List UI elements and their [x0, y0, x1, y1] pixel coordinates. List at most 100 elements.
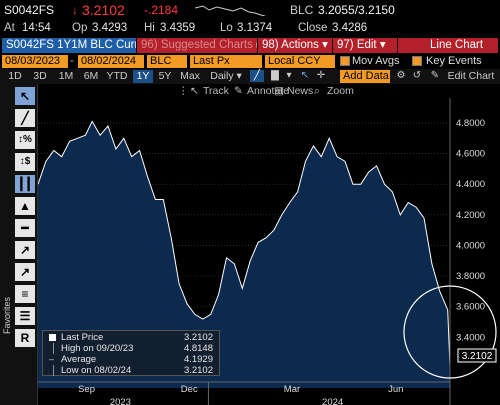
pointer-icon[interactable]: ↖ [300, 70, 310, 81]
chart-title: Line Chart [398, 38, 498, 53]
legend-last-price-value: 3.2102 [183, 332, 213, 343]
cursor-icon[interactable]: ↖ [15, 87, 35, 105]
last-value-label: 3.2102 [462, 351, 493, 362]
channel-icon[interactable]: ≡ [15, 285, 35, 303]
down-arrow-icon: ↓ [72, 3, 78, 17]
favorites-label-container: Favorites [0, 264, 12, 344]
sparkline-icon [195, 5, 265, 16]
open-value: 3.4293 [92, 22, 128, 34]
legend-average-label: Average [61, 354, 97, 365]
legend-average-value: 4.1929 [183, 354, 213, 365]
at-time: 14:54 [22, 22, 51, 34]
source-label: BLC [290, 3, 314, 17]
ticker-symbol[interactable]: S0042FS [4, 3, 55, 17]
add-data-button[interactable]: Add Data [340, 70, 390, 83]
tab-1y[interactable]: 1Y [133, 70, 153, 83]
y-tick-label: 4.2000 [456, 210, 485, 221]
key-events-checkbox[interactable] [412, 56, 422, 66]
dollar-icon[interactable]: ↕$ [15, 153, 35, 171]
segment-icon[interactable]: ↗ [15, 241, 35, 259]
draw-line-icon[interactable]: ╱ [15, 109, 35, 127]
average-marker-icon: – [49, 354, 55, 364]
dropdown-icon[interactable]: ▾ [286, 70, 292, 81]
last-price-swatch [49, 334, 56, 341]
bar-icon[interactable]: ┃┃ [15, 175, 35, 193]
zoom-icon: ⌕ [314, 85, 320, 97]
reset-icon[interactable]: ↺ [412, 70, 422, 81]
horizontal-line-icon[interactable]: ━ [15, 219, 35, 237]
suggested-charts-menu[interactable]: 96) Suggested Charts ▸ [137, 38, 257, 53]
left-toolbar: ↖ ╱ ↕% ↕$ ┃┃ ▲ ━ ↗ ↗ ≡ ☰ R Favorites [0, 84, 38, 405]
chart-legend: Last Price 3.2102 │ High on 09/20/23 4.8… [42, 330, 220, 376]
tab-6m[interactable]: 6M [83, 70, 99, 82]
zoom-tool[interactable]: Zoom [327, 85, 354, 97]
crosshair-icon[interactable]: ✛ [316, 70, 326, 81]
mov-avgs-checkbox[interactable] [340, 56, 350, 66]
highlight-circle [403, 285, 497, 379]
x-month-tick: Dec [181, 384, 198, 395]
tool-row: ⋮ ↖ Track ✎ Annotate ▤ News ⌕ Zoom [0, 84, 500, 98]
currency-select[interactable]: Local CCY [265, 55, 335, 68]
percent-icon[interactable]: ↕% [15, 131, 35, 149]
tab-3d[interactable]: 3D [33, 70, 47, 82]
edit-chart-button[interactable]: Edit Chart [447, 70, 495, 82]
close-label: Close [298, 22, 328, 34]
price-area [38, 121, 450, 389]
range-tabs: 1D 3D 1M 6M YTD 1Y 5Y Max Daily ▾ ╱ ▇ ▾ … [0, 69, 500, 84]
tab-1d[interactable]: 1D [8, 70, 22, 82]
x-month-tick: Jun [388, 384, 403, 395]
low-label: Lo [220, 22, 233, 34]
actions-menu[interactable]: 98) Actions ▾ [258, 38, 332, 53]
quote-header: S0042FS ↓ 3.2102 -.2184 BLC 3.2055/3.215… [0, 0, 500, 20]
settings-icon[interactable]: ⚙ [396, 70, 406, 81]
edit-menu[interactable]: 97) Edit ▾ [333, 38, 397, 53]
news-icon: ▤ [274, 85, 284, 97]
frequency-select[interactable]: Daily ▾ [210, 70, 242, 82]
last-value-tag [457, 348, 497, 363]
last-price: 3.2102 [82, 2, 125, 18]
trend-icon[interactable]: ▲ [15, 197, 35, 215]
bar-chart-icon[interactable]: ▇ [271, 70, 279, 81]
tab-1m[interactable]: 1M [58, 70, 74, 82]
y-tick-label: 4.4000 [456, 179, 485, 190]
tab-max[interactable]: Max [180, 70, 200, 82]
y-axis: 4.8000 4.6000 4.4000 4.2000 4.0000 3.8000 3.60… [449, 98, 485, 405]
y-tick-label: 3.4000 [456, 332, 485, 343]
high-marker-icon: │ [51, 343, 57, 353]
pencil-icon[interactable]: ✎ [430, 70, 440, 81]
regression-icon[interactable]: R [15, 329, 35, 347]
key-events-label: Key Events [426, 55, 482, 67]
close-value: 3.4286 [332, 22, 368, 34]
at-label: At [4, 22, 15, 34]
open-label: Op [72, 22, 88, 34]
field-select[interactable]: Last Px [190, 55, 262, 68]
track-tool[interactable]: Track [203, 85, 229, 97]
date-separator: - [70, 55, 74, 67]
tab-ytd[interactable]: YTD [106, 70, 128, 82]
tab-5y[interactable]: 5Y [158, 70, 172, 82]
favorites-label: Favorites [2, 296, 12, 334]
end-date-field[interactable]: 08/02/2024 [78, 55, 144, 68]
low-value: 3.1374 [237, 22, 273, 34]
x-axis: Sep Dec Mar Jun 2023 2024 [38, 381, 450, 405]
security-field[interactable]: S0042FS 1Y1M BLC Curncy [2, 38, 136, 53]
fibonacci-icon[interactable]: ☰ [15, 307, 35, 325]
y-tick-label: 4.0000 [456, 240, 485, 251]
high-value: 3.4359 [160, 22, 196, 34]
ray-icon[interactable]: ↗ [15, 263, 35, 281]
legend-low-value: 3.2102 [183, 365, 213, 376]
tool-separator-icon: ⋮ [178, 85, 189, 97]
news-tool[interactable]: News [287, 85, 314, 97]
high-label: Hi [144, 22, 155, 34]
x-year-tick: 2024 [322, 397, 343, 405]
source-field[interactable]: BLC [147, 55, 187, 68]
ohlc-line: At 14:54 Op 3.4293 Hi 3.4359 Lo 3.1374 C… [0, 20, 500, 37]
bid-ask: 3.2055/3.2150 [318, 3, 395, 17]
annotate-icon: ✎ [234, 85, 243, 97]
start-date-field[interactable]: 08/03/2023 [2, 55, 68, 68]
x-year-tick: 2023 [110, 397, 131, 405]
y-tick-label: 3.8000 [456, 271, 485, 282]
x-month-tick: Sep [78, 384, 95, 395]
line-chart-icon[interactable]: ╱ [250, 70, 264, 82]
annotate-tool[interactable]: Annotate [247, 85, 290, 97]
